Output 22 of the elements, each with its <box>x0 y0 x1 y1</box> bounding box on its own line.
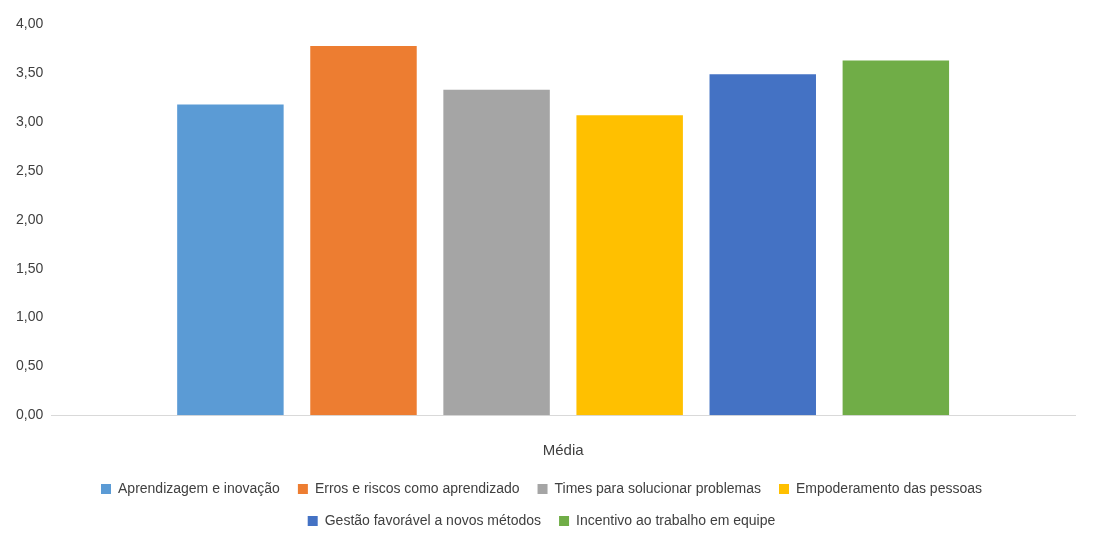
legend-label: Gestão favorável a novos métodos <box>324 511 542 528</box>
y-tick-label: 2,50 <box>16 161 44 178</box>
legend-label: Empoderamento das pessoas <box>795 479 982 496</box>
y-tick-label: 0,00 <box>16 406 44 423</box>
y-tick-label: 3,00 <box>16 112 44 129</box>
legend-label: Times para solucionar problemas <box>554 479 761 496</box>
y-tick-label: 0,50 <box>16 357 44 374</box>
legend-label: Aprendizagem e inovação <box>118 479 281 496</box>
y-tick-label: 3,50 <box>16 64 44 81</box>
legend-label: Erros e riscos como aprendizado <box>314 479 520 496</box>
y-tick-label: 1,00 <box>16 308 44 325</box>
y-tick-label: 1,50 <box>16 259 44 276</box>
y-tick-label: 2,00 <box>16 210 44 227</box>
bar <box>443 89 550 416</box>
bar <box>310 45 417 416</box>
bar <box>842 60 950 416</box>
bar <box>709 74 816 416</box>
bar <box>576 115 683 416</box>
y-tick-label: 4,00 <box>16 15 44 32</box>
bar <box>177 104 284 416</box>
legend-label: Incentivo ao trabalho em equipe <box>576 511 776 528</box>
x-axis-title: Média <box>542 441 585 459</box>
